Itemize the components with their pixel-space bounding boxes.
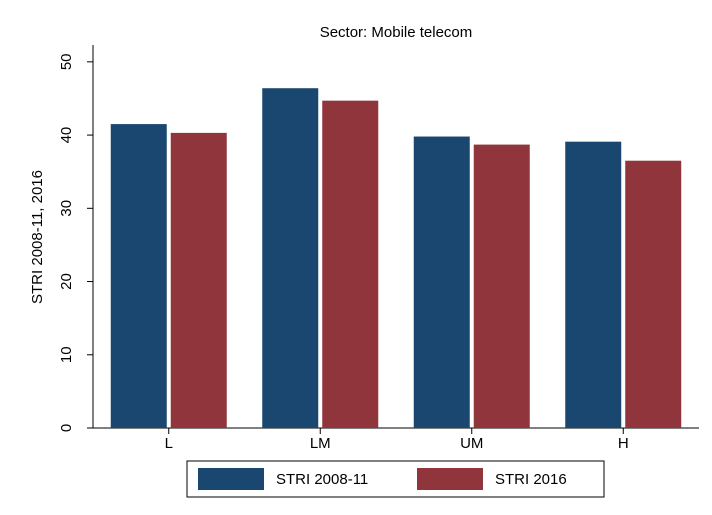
bar <box>262 88 319 429</box>
y-tick-label: 0 <box>58 424 75 432</box>
x-tick-label: UM <box>460 435 483 452</box>
x-tick-label: H <box>618 435 629 452</box>
x-tick-label: L <box>165 435 173 452</box>
bar <box>413 136 470 429</box>
legend-label: STRI 2008-11 <box>276 471 368 488</box>
y-tick-label: 10 <box>58 346 75 363</box>
bar <box>110 124 167 428</box>
y-axis-label: STRI 2008-11, 2016 <box>29 170 46 304</box>
legend-label: STRI 2016 <box>495 471 567 488</box>
legend-swatch <box>198 468 264 490</box>
bar <box>473 144 530 428</box>
bar <box>625 160 682 428</box>
x-tick-label: LM <box>310 435 331 452</box>
y-tick-label: 20 <box>58 273 75 290</box>
chart-title: Sector: Mobile telecom <box>320 24 473 41</box>
y-tick-label: 30 <box>58 200 75 217</box>
y-tick-label: 50 <box>58 53 75 70</box>
legend-swatch <box>417 468 483 490</box>
bar <box>170 132 227 428</box>
bar <box>322 100 379 429</box>
bar <box>565 141 622 428</box>
y-tick-label: 40 <box>58 127 75 144</box>
